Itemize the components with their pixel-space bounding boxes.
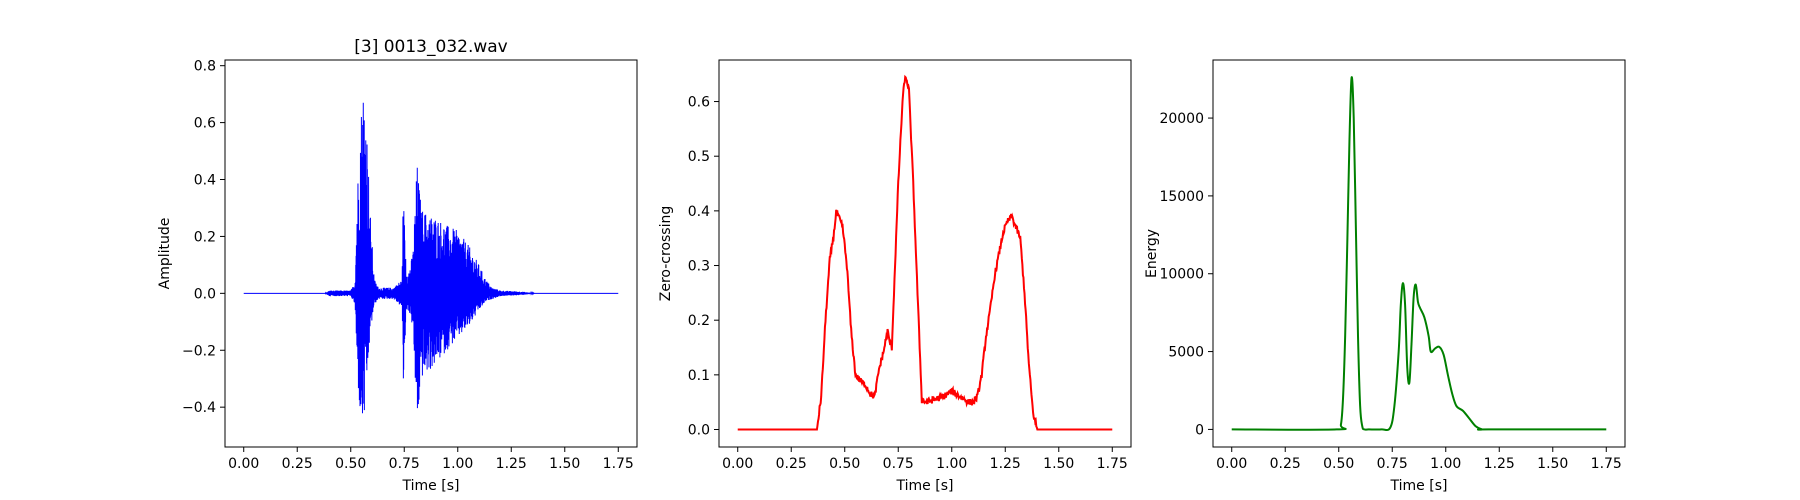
x-tick-label: 1.75	[603, 456, 634, 472]
y-tick-label: 0	[1195, 422, 1204, 438]
x-axis-label: Time [s]	[1390, 478, 1448, 494]
y-tick-label: 0.0	[688, 423, 710, 439]
x-tick-label: 1.25	[990, 456, 1021, 472]
y-tick-label: 5000	[1168, 345, 1204, 361]
y-tick-label: 0.4	[688, 204, 710, 220]
y-tick-label: −0.2	[182, 343, 216, 359]
y-axis-label: Zero-crossing	[658, 206, 674, 301]
x-tick-label: 0.50	[829, 456, 860, 472]
y-tick-label: 0.2	[194, 229, 216, 245]
x-tick-label: 1.00	[442, 456, 473, 472]
y-tick-label: −0.4	[182, 400, 216, 416]
x-tick-label: 1.25	[1484, 456, 1515, 472]
x-tick-label: 1.75	[1097, 456, 1128, 472]
chart-title: [3] 0013_032.wav	[354, 37, 507, 57]
y-tick-label: 0.1	[688, 368, 710, 384]
x-tick-label: 1.50	[1043, 456, 1074, 472]
series-line	[737, 74, 1113, 431]
series-line	[1231, 76, 1607, 431]
x-tick-label: 1.50	[549, 456, 580, 472]
x-tick-label: 0.00	[228, 456, 259, 472]
y-tick-label: 0.4	[194, 173, 216, 189]
y-tick-label: 0.0	[194, 286, 216, 302]
y-tick-label: 0.2	[688, 313, 710, 329]
y-tick-label: 0.8	[194, 59, 216, 75]
y-tick-label: 0.3	[688, 259, 710, 275]
axes-frame	[1212, 59, 1626, 448]
x-tick-label: 0.75	[1377, 456, 1408, 472]
x-tick-label: 0.25	[776, 456, 807, 472]
x-tick-label: 1.75	[1591, 456, 1622, 472]
x-tick-label: 0.75	[883, 456, 914, 472]
subplot-1: 0.00 0.25 0.50 0.75 1.00 1.25 1.50 1.75 −0.4 −0.2…	[157, 37, 638, 494]
x-axis-label: Time [s]	[896, 478, 954, 494]
x-tick-label: 1.00	[936, 456, 967, 472]
y-tick-label: 10000	[1159, 267, 1204, 283]
x-tick-label: 0.75	[389, 456, 420, 472]
subplot-3: 0.00 0.25 0.50 0.75 1.00 1.25 1.50 1.75 0 5000 100…	[1144, 59, 1626, 494]
y-tick-label: 0.6	[688, 95, 710, 111]
y-tick-label: 0.5	[688, 149, 710, 165]
subplot-2: 0.00 0.25 0.50 0.75 1.00 1.25 1.50 1.75 0.0 0.1 0.…	[658, 59, 1132, 494]
y-tick-label: 20000	[1159, 111, 1204, 127]
x-tick-label: 1.50	[1537, 456, 1568, 472]
x-tick-label: 0.50	[335, 456, 366, 472]
x-tick-label: 0.00	[1216, 456, 1247, 472]
series-line	[243, 102, 619, 414]
x-tick-label: 0.50	[1323, 456, 1354, 472]
x-tick-label: 1.00	[1430, 456, 1461, 472]
y-axis-label: Amplitude	[157, 218, 173, 290]
x-tick-label: 0.25	[1270, 456, 1301, 472]
y-tick-label: 0.6	[194, 116, 216, 132]
x-tick-label: 1.25	[496, 456, 527, 472]
x-axis-label: Time [s]	[402, 478, 460, 494]
y-tick-label: 15000	[1159, 189, 1204, 205]
y-axis-label: Energy	[1144, 229, 1160, 278]
axes-frame	[718, 59, 1132, 448]
x-tick-label: 0.25	[282, 456, 313, 472]
x-tick-label: 0.00	[722, 456, 753, 472]
axes-frame	[224, 59, 638, 448]
